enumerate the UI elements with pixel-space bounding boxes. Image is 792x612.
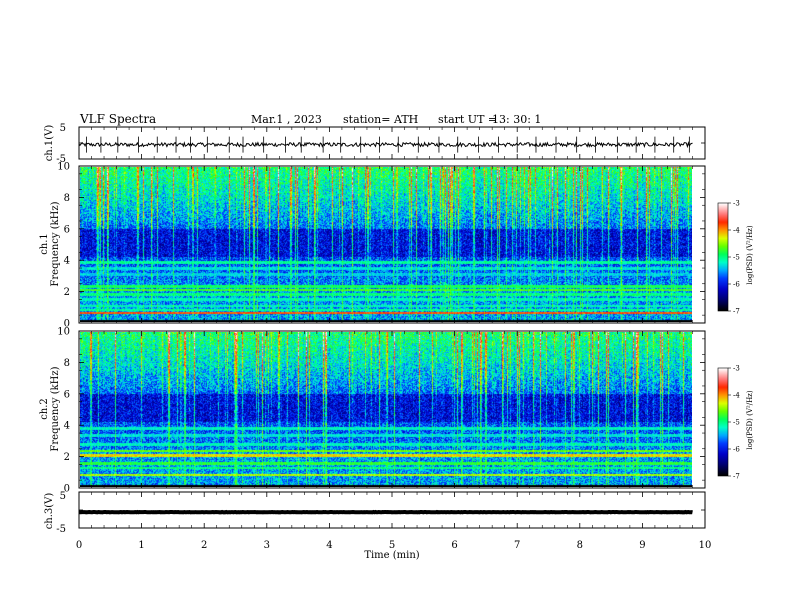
x-tick-label: 9 <box>639 540 645 551</box>
y-tick-label: 8 <box>64 193 70 204</box>
y-tick-label: 10 <box>57 162 70 173</box>
ch2-spectrogram-yaxis: 0 2 4 6 8 10 <box>57 327 705 495</box>
y-tick-label: 4 <box>64 256 70 267</box>
y-tick-label: 6 <box>64 389 70 400</box>
waveform-line <box>78 141 693 149</box>
ch2-channel-label: ch.2 <box>39 398 50 420</box>
ch2-colorbar-label: log(PSD) (V²/Hz) <box>746 390 754 449</box>
ch2-spectrogram-image <box>80 332 692 487</box>
ch1-frequency-ylabel: Frequency (kHz) <box>50 201 61 286</box>
x-tick-label: 2 <box>201 540 207 551</box>
x-tick-label: 5 <box>389 540 395 551</box>
colorbar-tick-label: -4 <box>733 392 740 400</box>
x-tick-label: 8 <box>577 540 583 551</box>
colorbar-tick-label: -4 <box>733 227 740 235</box>
ch1-ytick-max: 5 <box>60 123 66 134</box>
x-tick-label: 1 <box>138 540 144 551</box>
colorbar-tick-label: -3 <box>733 200 740 208</box>
x-tick-label: 6 <box>451 540 457 551</box>
time-axis: 0 1 2 3 4 5 6 7 8 9 10 <box>76 127 712 551</box>
x-tick-label: 4 <box>326 540 332 551</box>
y-tick-label: 10 <box>57 327 70 338</box>
ch3-waveform-frame <box>78 491 706 529</box>
time-axis-label: Time (min) <box>364 550 419 561</box>
colorbar-tick-label: -6 <box>733 446 740 454</box>
ch1-colorbar-label: log(PSD) (V²/Hz) <box>746 225 754 284</box>
x-tick-label: 7 <box>514 540 520 551</box>
figure-title: VLF Spectra <box>79 112 156 126</box>
ch1-spectrogram-image <box>80 167 692 322</box>
x-tick-label: 10 <box>699 540 712 551</box>
ch1-waveform-panel: 5 -5 ch.1(V) <box>44 123 706 165</box>
ch3-ytick-min: -5 <box>56 524 66 535</box>
ch1-ytick-min: -5 <box>56 154 66 165</box>
y-tick-label: 6 <box>64 224 70 235</box>
x-tick-label: 0 <box>76 540 82 551</box>
colorbar-tick-label: -5 <box>733 419 740 427</box>
ch1-channel-label: ch.1 <box>39 233 50 255</box>
ch2-frequency-ylabel: Frequency (kHz) <box>50 366 61 451</box>
ch1-spectrogram-yaxis: 0 2 4 6 8 10 <box>57 162 705 330</box>
start-ut-value: 13: 30: 1 <box>492 113 541 126</box>
ch3-ytick-max: 5 <box>60 491 66 502</box>
ch3-waveform-ylabel: ch.3(V) <box>44 493 55 530</box>
y-tick-label: 2 <box>64 287 70 298</box>
colorbar-tick-label: -7 <box>733 308 740 316</box>
ch2-colorbar-ticks: -3 -4 -5 -6 -7 <box>728 365 740 481</box>
y-tick-label: 2 <box>64 452 70 463</box>
x-tick-label: 3 <box>264 540 270 551</box>
ch1-waveform-trace <box>78 126 705 160</box>
colorbar-tick-label: -3 <box>733 365 740 373</box>
date-label: Mar.1 , 2023 <box>251 113 322 126</box>
station-label: station= ATH <box>343 113 418 126</box>
y-tick-label: 4 <box>64 421 70 432</box>
ch3-waveform-trace <box>78 491 705 529</box>
ch1-colorbar <box>718 203 728 311</box>
ch1-colorbar-ticks: -3 -4 -5 -6 -7 <box>728 200 740 316</box>
colorbar-tick-label: -7 <box>733 473 740 481</box>
y-tick-label: 0 <box>64 484 70 495</box>
y-tick-label: 0 <box>64 319 70 330</box>
colorbar-tick-label: -6 <box>733 281 740 289</box>
colorbar-tick-label: -5 <box>733 254 740 262</box>
y-tick-label: 8 <box>64 358 70 369</box>
ch3-waveform-panel: 5 -5 ch.3(V) <box>44 491 706 535</box>
ch2-colorbar <box>718 368 728 476</box>
start-ut-label: start UT = <box>438 113 497 126</box>
ch1-waveform-ylabel: ch.1(V) <box>44 125 55 162</box>
